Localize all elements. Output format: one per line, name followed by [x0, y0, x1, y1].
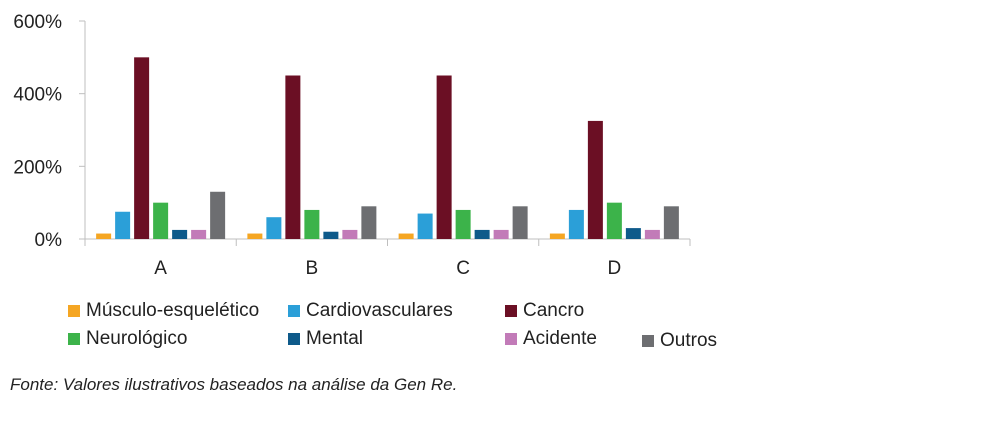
- legend-label: Outros: [660, 330, 718, 351]
- bar: [436, 75, 452, 239]
- legend-item: Mental: [288, 328, 363, 350]
- bar: [474, 229, 490, 239]
- legend-item: Outros: [642, 330, 717, 352]
- legend-label: Cardiovasculares: [306, 300, 453, 321]
- bar: [210, 191, 226, 239]
- legend-item: Acidente: [505, 328, 597, 350]
- bar: [606, 202, 622, 239]
- bar-chart: 600% 400% 200% 0% A B C D: [13, 12, 691, 279]
- legend-item: Neurológico: [68, 328, 187, 350]
- bar: [663, 206, 679, 239]
- legend-swatch: [288, 333, 300, 345]
- x-tick-label: C: [456, 258, 470, 279]
- bar: [172, 229, 188, 239]
- bar: [455, 209, 471, 239]
- legend-swatch: [505, 305, 517, 317]
- y-axis: 600% 400% 200% 0%: [13, 12, 86, 251]
- y-tick-label: 0%: [35, 230, 63, 251]
- bar: [568, 209, 584, 239]
- legend-label: Neurológico: [86, 328, 188, 349]
- source-note: Fonte: Valores ilustrativos baseados na …: [10, 375, 458, 394]
- bar: [285, 75, 301, 239]
- bar: [512, 206, 528, 239]
- legend-label: Mental: [306, 328, 364, 349]
- bar: [361, 206, 377, 239]
- x-tick-label: B: [306, 258, 319, 279]
- legend-swatch: [505, 333, 517, 345]
- bar: [342, 229, 358, 239]
- bar: [398, 233, 414, 239]
- legend-label: Acidente: [523, 328, 597, 349]
- bar: [266, 217, 282, 239]
- bar: [134, 57, 150, 240]
- bar: [304, 209, 320, 239]
- bar: [493, 229, 509, 239]
- bar: [625, 228, 641, 239]
- y-tick-label: 200%: [13, 157, 62, 178]
- x-axis: A B C D: [84, 238, 691, 279]
- bar: [549, 233, 565, 239]
- bar: [587, 120, 603, 239]
- legend-swatch: [288, 305, 300, 317]
- bar: [153, 202, 169, 239]
- bar: [644, 229, 660, 239]
- legend-label: Cancro: [523, 300, 585, 321]
- bar: [96, 233, 112, 239]
- y-tick-label: 600%: [13, 12, 62, 33]
- bar: [191, 229, 207, 239]
- legend-swatch: [68, 305, 80, 317]
- legend-label: Músculo-esquelético: [86, 300, 260, 321]
- x-tick-label: D: [608, 258, 622, 279]
- bars: [96, 57, 679, 240]
- legend-item: Cardiovasculares: [288, 300, 453, 322]
- bar: [247, 233, 263, 239]
- x-tick-label: A: [154, 258, 167, 279]
- legend-swatch: [642, 335, 654, 347]
- bar: [115, 211, 131, 239]
- legend-swatch: [68, 333, 80, 345]
- bar: [323, 231, 339, 239]
- y-tick-label: 400%: [13, 85, 62, 106]
- bar: [417, 213, 433, 239]
- legend-item: Cancro: [505, 300, 584, 322]
- legend-item: Músculo-esquelético: [68, 300, 259, 322]
